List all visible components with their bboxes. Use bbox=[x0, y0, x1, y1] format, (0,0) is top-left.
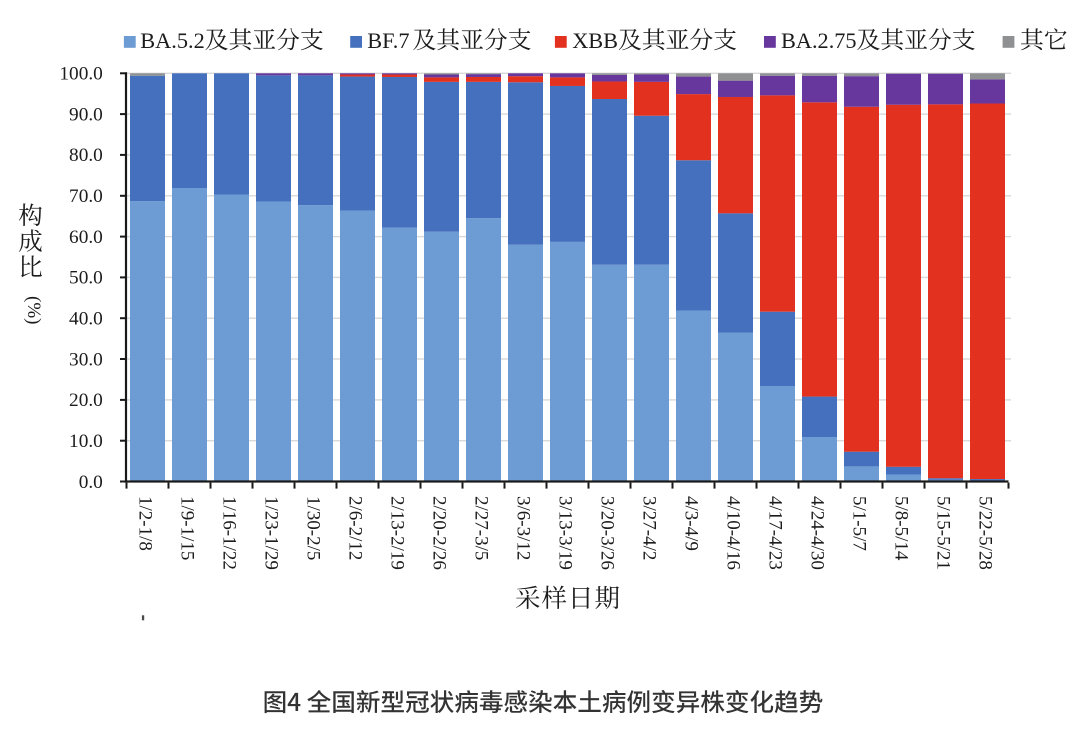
svg-text:2/6-2/12: 2/6-2/12 bbox=[345, 496, 366, 560]
svg-text:1/16-1/22: 1/16-1/22 bbox=[219, 496, 240, 570]
svg-text:3/13-3/19: 3/13-3/19 bbox=[555, 496, 576, 570]
svg-text:60.0: 60.0 bbox=[69, 227, 103, 248]
svg-text:20.0: 20.0 bbox=[69, 390, 103, 411]
svg-text:100.0: 100.0 bbox=[59, 64, 102, 85]
svg-text:90.0: 90.0 bbox=[69, 104, 103, 125]
svg-text:BA.5.2: BA.5.2 bbox=[140, 28, 204, 53]
svg-text:1/30-2/5: 1/30-2/5 bbox=[303, 496, 324, 560]
svg-text:5/22-5/28: 5/22-5/28 bbox=[975, 496, 996, 570]
svg-text:3/6-3/12: 3/6-3/12 bbox=[513, 496, 534, 560]
svg-text:5/8-5/14: 5/8-5/14 bbox=[891, 496, 912, 561]
svg-text:40.0: 40.0 bbox=[69, 309, 103, 330]
svg-text:4/3-4/9: 4/3-4/9 bbox=[681, 496, 702, 551]
svg-text:XBB: XBB bbox=[572, 28, 618, 53]
svg-text:3/20-3/26: 3/20-3/26 bbox=[597, 496, 618, 570]
svg-text:1/9-1/15: 1/9-1/15 bbox=[177, 496, 198, 560]
svg-text:10.0: 10.0 bbox=[69, 431, 103, 452]
svg-text:5/1-5/7: 5/1-5/7 bbox=[849, 496, 870, 551]
svg-text:70.0: 70.0 bbox=[69, 186, 103, 207]
svg-text:BF.7: BF.7 bbox=[367, 28, 409, 53]
svg-text:1/2-1/8: 1/2-1/8 bbox=[135, 496, 156, 551]
svg-text:1/23-1/29: 1/23-1/29 bbox=[261, 496, 282, 570]
svg-text:2/27-3/5: 2/27-3/5 bbox=[471, 496, 492, 560]
svg-text:2/20-2/26: 2/20-2/26 bbox=[429, 496, 450, 570]
svg-text:0.0: 0.0 bbox=[79, 472, 103, 493]
svg-text:2/13-2/19: 2/13-2/19 bbox=[387, 496, 408, 570]
svg-text:4/24-4/30: 4/24-4/30 bbox=[807, 496, 828, 570]
svg-text:BA.2.75: BA.2.75 bbox=[781, 28, 857, 53]
svg-text:4/10-4/16: 4/10-4/16 bbox=[723, 496, 744, 570]
svg-text:5/15-5/21: 5/15-5/21 bbox=[933, 496, 954, 570]
svg-text:80.0: 80.0 bbox=[69, 145, 103, 166]
svg-text:30.0: 30.0 bbox=[69, 349, 103, 370]
svg-text:3/27-4/2: 3/27-4/2 bbox=[639, 496, 660, 560]
svg-text:50.0: 50.0 bbox=[69, 268, 103, 289]
svg-text:4/17-4/23: 4/17-4/23 bbox=[765, 496, 786, 570]
svg-text:(%): (%) bbox=[23, 296, 44, 324]
